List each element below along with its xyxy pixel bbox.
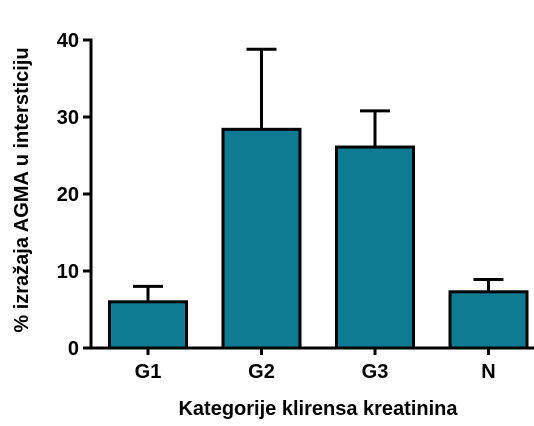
y-tick-label-40: 40 (57, 30, 79, 52)
y-tick-label-30: 30 (57, 107, 79, 129)
x-axis-label: Kategorije klirensa kreatinina (178, 398, 458, 420)
x-tick-label-n: N (481, 361, 495, 383)
bars-layer (108, 47, 529, 350)
axes-layer: G1 G2 G3 N 0 10 20 30 40 (57, 30, 534, 383)
y-tick-label-0: 0 (68, 338, 79, 360)
x-tick-label-g1: G1 (135, 361, 162, 383)
x-tick-label-g2: G2 (248, 361, 275, 383)
y-tick-label-20: 20 (57, 184, 79, 206)
bar-g2 (221, 127, 302, 350)
x-tick-label-g3: G3 (362, 361, 389, 383)
bar-g1 (108, 300, 188, 350)
y-axis-label: % izražaja AGMA u intersticiju (11, 47, 33, 332)
y-tick-label-10: 10 (57, 261, 79, 283)
bar-n (448, 290, 529, 350)
bar-g3 (335, 145, 415, 350)
